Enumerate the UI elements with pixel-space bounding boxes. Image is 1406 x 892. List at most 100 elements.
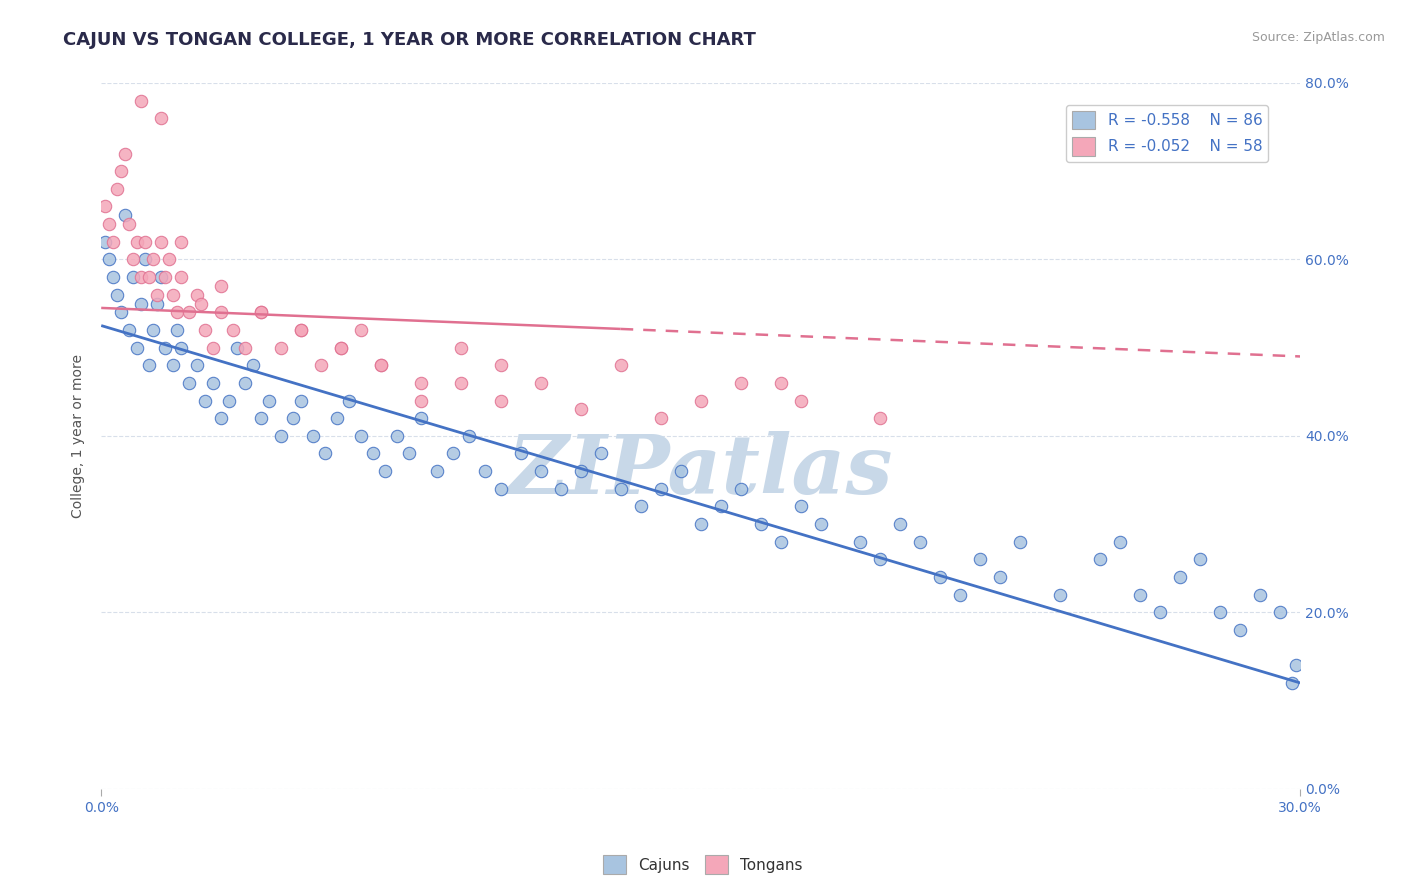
Point: [150, 270, 173, 285]
Point: [170, 341, 193, 355]
Point: [969, 552, 991, 566]
Point: [489, 393, 512, 408]
Point: [330, 341, 353, 355]
Y-axis label: College, 1 year or more: College, 1 year or more: [72, 354, 86, 518]
Point: [110, 305, 132, 319]
Point: [1249, 588, 1271, 602]
Point: [710, 500, 733, 514]
Point: [609, 482, 631, 496]
Point: [374, 464, 396, 478]
Point: [94, 235, 117, 249]
Point: [270, 341, 292, 355]
Point: [250, 305, 273, 319]
Point: [105, 182, 128, 196]
Point: [202, 376, 225, 390]
Point: [162, 287, 184, 301]
Point: [138, 358, 160, 372]
Point: [194, 323, 217, 337]
Point: [186, 358, 208, 372]
Point: [509, 446, 531, 460]
Point: [530, 464, 553, 478]
Point: [385, 429, 408, 443]
Point: [270, 429, 292, 443]
Point: [129, 94, 152, 108]
Point: [910, 534, 932, 549]
Point: [1209, 605, 1232, 619]
Point: [209, 278, 232, 293]
Point: [370, 358, 392, 372]
Point: [166, 305, 188, 319]
Point: [157, 252, 180, 267]
Point: [142, 323, 165, 337]
Point: [114, 208, 136, 222]
Point: [1149, 605, 1171, 619]
Legend: Cajuns, Tongans: Cajuns, Tongans: [598, 849, 808, 880]
Point: [222, 323, 245, 337]
Point: [179, 305, 201, 319]
Point: [1010, 534, 1032, 549]
Point: [869, 552, 891, 566]
Point: [179, 376, 201, 390]
Point: [689, 393, 711, 408]
Point: [441, 446, 464, 460]
Point: [689, 517, 711, 532]
Point: [1090, 552, 1112, 566]
Point: [749, 517, 772, 532]
Point: [302, 429, 325, 443]
Point: [142, 252, 165, 267]
Point: [118, 217, 141, 231]
Point: [146, 287, 169, 301]
Point: [361, 446, 384, 460]
Point: [474, 464, 496, 478]
Point: [209, 305, 232, 319]
Point: [730, 376, 752, 390]
Point: [530, 376, 553, 390]
Point: [114, 146, 136, 161]
Point: [1109, 534, 1132, 549]
Point: [202, 341, 225, 355]
Point: [257, 393, 280, 408]
Point: [233, 376, 256, 390]
Legend: R = -0.558    N = 86, R = -0.052    N = 58: R = -0.558 N = 86, R = -0.052 N = 58: [1066, 104, 1268, 161]
Point: [669, 464, 692, 478]
Point: [450, 376, 472, 390]
Point: [730, 482, 752, 496]
Point: [569, 464, 592, 478]
Point: [1168, 570, 1191, 584]
Point: [1229, 623, 1251, 637]
Point: [370, 358, 392, 372]
Point: [1281, 676, 1303, 690]
Point: [250, 411, 273, 425]
Point: [326, 411, 349, 425]
Point: [138, 270, 160, 285]
Point: [589, 446, 612, 460]
Point: [226, 341, 249, 355]
Point: [110, 164, 132, 178]
Point: [949, 588, 972, 602]
Point: [330, 341, 353, 355]
Point: [98, 252, 121, 267]
Point: [103, 235, 125, 249]
Point: [1049, 588, 1071, 602]
Point: [127, 235, 149, 249]
Point: [1268, 605, 1291, 619]
Point: [129, 296, 152, 310]
Point: [118, 323, 141, 337]
Point: [409, 411, 432, 425]
Point: [281, 411, 304, 425]
Point: [218, 393, 240, 408]
Point: [309, 358, 332, 372]
Point: [337, 393, 360, 408]
Point: [609, 358, 631, 372]
Point: [194, 393, 217, 408]
Point: [409, 393, 432, 408]
Point: [550, 482, 572, 496]
Point: [426, 464, 449, 478]
Text: ZIPatlas: ZIPatlas: [508, 431, 893, 511]
Point: [489, 482, 512, 496]
Point: [150, 235, 173, 249]
Point: [233, 341, 256, 355]
Point: [650, 411, 672, 425]
Point: [98, 217, 121, 231]
Point: [1129, 588, 1152, 602]
